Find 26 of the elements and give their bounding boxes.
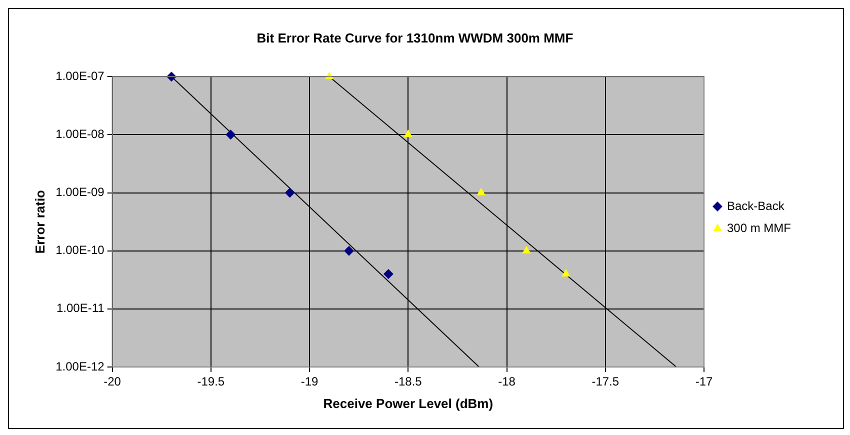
point — [522, 246, 531, 254]
point — [344, 246, 354, 256]
chart-title: Bit Error Rate Curve for 1310nm WWDM 300m MMF — [256, 30, 574, 46]
y-tick-label: 1.00E-11 — [56, 301, 105, 316]
x-axis-title: Receive Power Level (dBm) — [323, 396, 494, 411]
x-tick-label: -18.5 — [394, 374, 422, 389]
legend-label: 300 m MMF — [726, 220, 792, 235]
x-tick-label: -19 — [300, 374, 319, 389]
point — [562, 268, 570, 276]
y-axis-title: Error ratio — [32, 190, 48, 254]
point — [284, 188, 295, 198]
x-tick-label: -17.5 — [592, 374, 620, 389]
point — [404, 130, 412, 138]
y-tick-label: 1.00E-10 — [56, 243, 105, 258]
y-tick-label: 1.00E-09 — [56, 185, 105, 200]
y-tick-label: 1.00E-07 — [56, 68, 105, 83]
x-tick-label: -18 — [498, 374, 516, 389]
y-tick-label: 1.00E-08 — [56, 126, 105, 141]
point — [383, 268, 394, 279]
y-tick-label: 1.00E-12 — [56, 359, 105, 374]
x-tick-label: -20 — [104, 374, 122, 389]
x-tick-label: -17 — [695, 374, 713, 389]
x-tick-label: -19.5 — [197, 374, 225, 389]
point — [476, 188, 486, 196]
legend-label: Back-Back — [726, 198, 786, 213]
point — [226, 130, 236, 140]
